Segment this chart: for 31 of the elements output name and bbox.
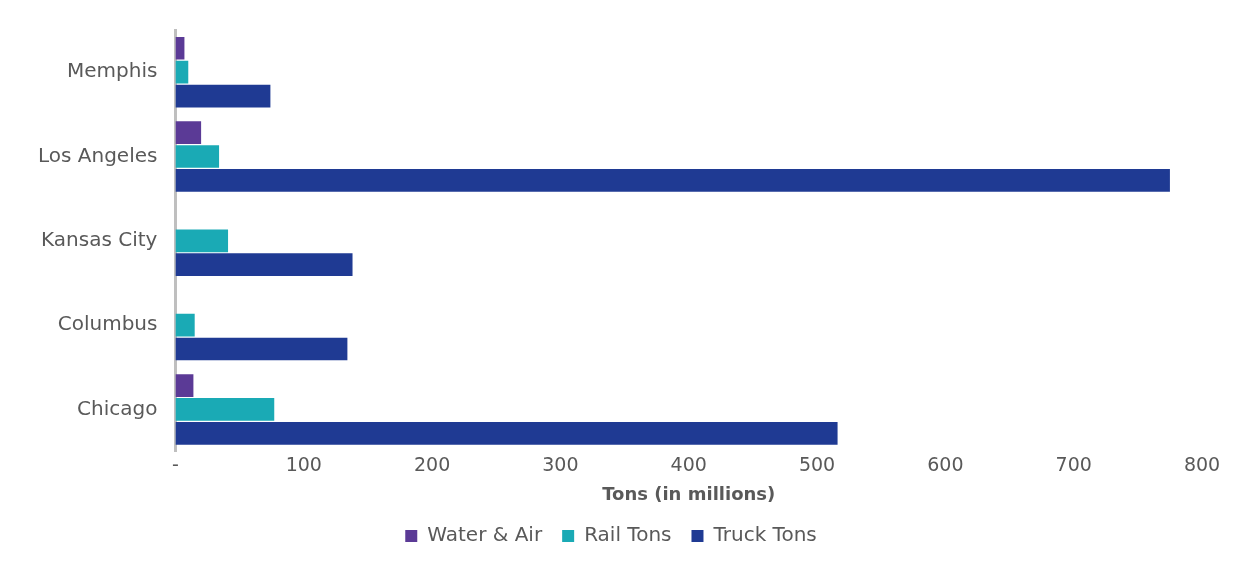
- bar: [175, 253, 353, 277]
- y-tick-label: Columbus: [57, 311, 158, 336]
- bar: [175, 313, 195, 337]
- x-tick-label: 300: [542, 452, 579, 475]
- bar: [175, 337, 348, 361]
- bar: [175, 145, 220, 168]
- y-tick-label: Los Angeles: [37, 142, 158, 167]
- bar: [175, 60, 189, 84]
- legend-label: Rail Tons: [584, 522, 672, 547]
- legend-label: Water & Air: [427, 522, 543, 547]
- bar: [175, 169, 1170, 192]
- x-tick-label: 400: [670, 452, 707, 475]
- y-tick-label: Kansas City: [41, 227, 158, 251]
- x-tick-label: 700: [1055, 452, 1092, 475]
- bar: [175, 374, 194, 397]
- x-tick-label: -: [172, 452, 179, 475]
- bar: [175, 421, 838, 445]
- x-tick-label: 600: [927, 452, 964, 475]
- bar: [175, 229, 229, 253]
- y-tick-label: Memphis: [67, 58, 158, 83]
- bar: [175, 36, 185, 60]
- x-tick-label: 200: [413, 452, 451, 475]
- bar: [175, 398, 275, 421]
- x-tick-label: 500: [798, 452, 836, 475]
- bar: [175, 121, 202, 144]
- y-tick-label: Chicago: [77, 395, 158, 420]
- bar: [175, 84, 271, 108]
- legend-label: Truck Tons: [712, 522, 817, 547]
- x-tick-label: 800: [1183, 452, 1221, 475]
- x-axis-title: Tons (in millions): [602, 482, 776, 504]
- x-tick-label: 100: [285, 452, 322, 475]
